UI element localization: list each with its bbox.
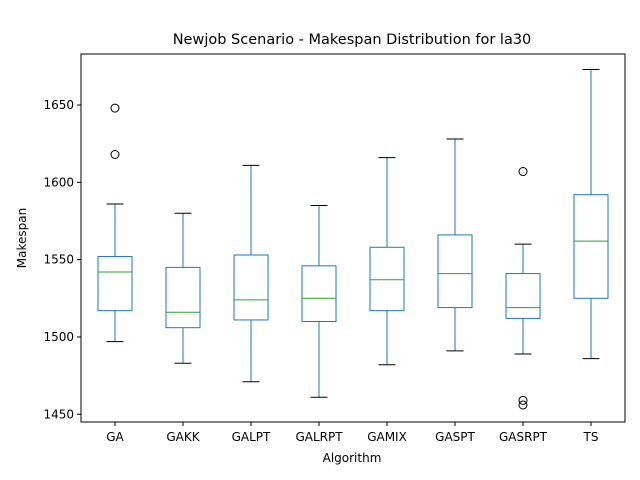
plot-area xyxy=(97,68,609,410)
y-tick-label: 1600 xyxy=(43,175,74,189)
x-axis: GA GAKK GALPT GALRPT GAMIX GASPT GASRPT TS xyxy=(106,422,598,444)
x-tick-label: GA xyxy=(106,430,124,444)
iqr-box xyxy=(301,265,337,322)
outlier-point xyxy=(518,395,528,405)
chart-title: Newjob Scenario - Makespan Distribution … xyxy=(173,32,532,48)
iqr-box xyxy=(505,273,541,319)
outlier-point xyxy=(110,150,120,160)
outlier-point xyxy=(518,167,528,177)
box-GA xyxy=(97,103,133,343)
x-tick-label: GASPT xyxy=(435,430,475,444)
axes-frame xyxy=(80,53,626,423)
box-GAKK xyxy=(165,212,201,364)
x-axis-label: Algorithm xyxy=(323,451,382,465)
x-tick-label: GASRPT xyxy=(499,430,548,444)
y-tick-label: 1450 xyxy=(43,407,74,421)
y-tick-label: 1550 xyxy=(43,253,74,267)
x-tick-label: GAKK xyxy=(166,430,200,444)
y-tick-label: 1500 xyxy=(43,330,74,344)
box-GAMIX xyxy=(369,157,405,366)
iqr-box xyxy=(97,256,133,312)
box-GASRPT xyxy=(505,167,541,410)
iqr-box xyxy=(233,254,269,321)
y-tick-label: 1650 xyxy=(43,98,74,112)
x-tick-label: GAMIX xyxy=(367,430,407,444)
y-axis: 1450 1500 1550 1600 1650 xyxy=(43,98,81,421)
y-axis-label: Makespan xyxy=(15,208,29,268)
iqr-box xyxy=(573,194,609,299)
box-GASPT xyxy=(437,138,473,352)
x-tick-label: TS xyxy=(583,430,599,444)
outlier-point xyxy=(518,400,528,410)
box-TS xyxy=(573,68,609,360)
x-tick-label: GALRPT xyxy=(295,430,343,444)
box-GALPT xyxy=(233,164,269,383)
iqr-box xyxy=(369,246,405,312)
iqr-box xyxy=(437,234,473,309)
iqr-box xyxy=(165,266,201,329)
outlier-point xyxy=(110,103,120,113)
x-tick-label: GALPT xyxy=(232,430,271,444)
box-GALRPT xyxy=(301,205,337,398)
